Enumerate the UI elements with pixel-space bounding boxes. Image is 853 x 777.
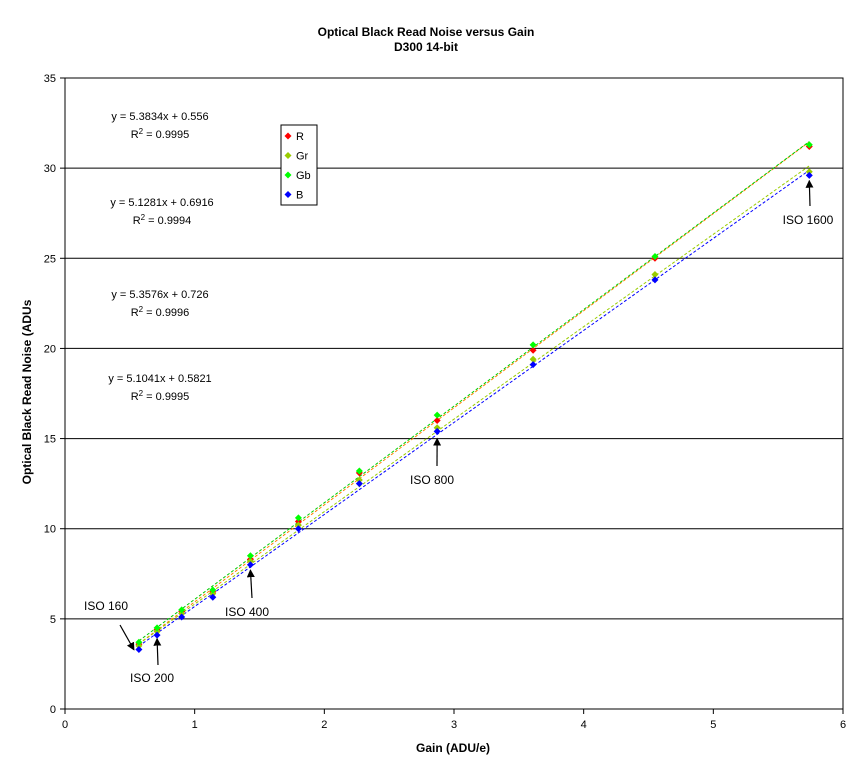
annotation-label: ISO 400 [225,605,269,619]
point-gr [153,627,161,635]
legend-marker-gb [284,171,292,179]
x-tick-label: 2 [321,719,327,731]
point-b [294,525,302,533]
x-tick-label: 5 [710,719,716,731]
equation-b: y = 5.1041x + 0.5821 [108,373,211,385]
annotation-arrow [119,624,135,651]
trendline-gr [138,165,810,645]
legend-label-r: R [296,131,304,143]
point-gr [529,355,537,363]
data-points [135,141,813,654]
point-gr [433,424,441,432]
y-tick-label: 25 [44,253,56,265]
y-tick-label: 15 [44,434,56,446]
point-gb [153,624,161,632]
point-gr [209,590,217,598]
annotation-label: ISO 800 [410,473,454,487]
point-b [651,276,659,284]
annotation-label: ISO 160 [84,599,128,613]
point-b [433,427,441,435]
point-b [355,480,363,488]
y-tick-label: 10 [44,524,56,536]
annotation-label: ISO 200 [130,671,174,685]
point-gb [433,411,441,419]
x-tick-label: 1 [192,719,198,731]
y-tick-label: 30 [44,163,56,175]
r-squared-r: R2 = 0.9995 [131,127,190,142]
point-gb [355,467,363,475]
point-gb [294,514,302,522]
r-squared-gb: R2 = 0.9996 [131,305,190,320]
point-gb [651,252,659,260]
equation-gb: y = 5.3576x + 0.726 [111,289,208,301]
trendline-r [138,141,810,645]
legend-marker-b [284,191,292,198]
point-gr [246,557,254,565]
point-r [433,417,441,425]
x-tick-label: 3 [451,719,457,731]
point-gb [246,552,254,560]
point-b [805,171,813,179]
y-axis-title: Optical Black Read Noise (ADUs [20,299,34,484]
legend-label-gr: Gr [296,151,309,163]
legend: R Gr Gb B [280,124,318,206]
x-axis-ticks: 0 1 2 3 4 5 6 [62,709,846,731]
r-squared-b: R2 = 0.9995 [131,389,190,404]
y-tick-label: 20 [44,343,56,355]
y-axis-ticks: 0 5 10 15 20 25 30 35 [44,73,65,716]
y-tick-label: 0 [50,704,56,716]
annotation-arrow [153,637,162,666]
point-b [178,613,186,621]
point-gr [178,609,186,617]
r-squared-gr: R2 = 0.9994 [133,213,192,228]
annotation-arrow [805,179,814,207]
trendlines [138,141,810,647]
x-tick-label: 6 [840,719,846,731]
point-b [529,361,537,369]
legend-label-gb: Gb [296,170,311,182]
gridlines [65,167,843,620]
annotation-arrow [246,569,255,599]
point-gb [135,638,143,646]
x-axis-title: Gain (ADU/e) [416,741,490,755]
point-gr [294,521,302,529]
point-gb [529,341,537,349]
x-tick-label: 0 [62,719,68,731]
point-b [153,631,161,639]
point-gr [651,271,659,279]
trendline-equations: y = 5.3834x + 0.556 R2 = 0.9995 y = 5.12… [108,111,213,403]
point-gr [135,642,143,650]
iso-annotations: ISO 160 ISO 200 ISO 400 ISO 800 ISO 1600 [84,179,834,685]
legend-label-b: B [296,190,303,202]
equation-r: y = 5.3834x + 0.556 [111,111,208,123]
chart-subtitle: D300 14-bit [394,40,458,54]
point-gb [178,606,186,614]
y-tick-label: 5 [50,614,56,626]
legend-marker-r [284,132,292,140]
x-tick-label: 4 [581,719,587,731]
chart-title: Optical Black Read Noise versus Gain [318,25,535,39]
trendline-b [138,169,810,647]
point-b [246,561,254,569]
annotation-label: ISO 1600 [783,213,834,227]
point-r [529,346,537,354]
point-gb [209,586,217,594]
y-tick-label: 35 [44,73,56,85]
point-gr [355,476,363,484]
point-gr [805,168,813,176]
point-b [135,646,143,654]
point-b [209,593,217,601]
trendline-gb [138,141,810,642]
legend-marker-gr [284,152,292,159]
point-gb [805,141,813,149]
point-r [294,518,302,526]
equation-gr: y = 5.1281x + 0.6916 [110,197,213,209]
